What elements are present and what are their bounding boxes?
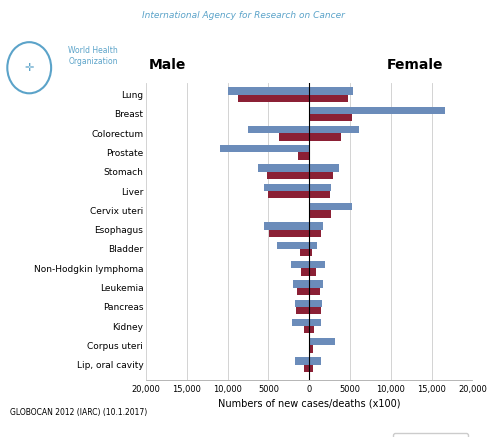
Bar <box>228 87 309 94</box>
Bar <box>291 261 309 268</box>
Bar <box>309 184 331 191</box>
Bar <box>309 268 316 276</box>
Bar <box>309 210 331 218</box>
Bar <box>309 307 321 314</box>
Bar <box>268 191 309 198</box>
Bar <box>267 172 309 179</box>
Bar <box>309 280 323 288</box>
Bar <box>264 222 309 230</box>
Bar <box>248 126 309 133</box>
Bar <box>309 299 322 307</box>
Text: ✛: ✛ <box>24 63 34 73</box>
Bar <box>309 164 338 172</box>
Bar <box>309 357 321 365</box>
Bar <box>309 249 312 257</box>
Bar <box>279 133 309 141</box>
Bar <box>258 164 309 172</box>
Bar <box>309 242 318 249</box>
Bar <box>309 94 348 102</box>
Bar <box>309 133 341 141</box>
Text: World Health
Organization: World Health Organization <box>68 46 118 66</box>
Bar <box>296 299 309 307</box>
Bar <box>296 307 309 314</box>
Bar <box>303 365 309 372</box>
Bar <box>220 145 309 153</box>
Bar <box>298 153 309 160</box>
Bar <box>309 338 336 346</box>
Bar <box>309 87 353 94</box>
Bar <box>309 261 325 268</box>
Bar <box>304 326 309 333</box>
Bar <box>264 184 309 191</box>
Bar <box>309 126 359 133</box>
Text: Female: Female <box>387 58 443 72</box>
Bar <box>238 94 309 102</box>
Text: GLOBOCAN 2012 (IARC) (10.1.2017): GLOBOCAN 2012 (IARC) (10.1.2017) <box>10 408 147 417</box>
Bar <box>309 288 320 295</box>
Bar <box>309 365 313 372</box>
Bar <box>295 357 309 365</box>
Bar <box>301 268 309 276</box>
Legend: New cases, Deaths: New cases, Deaths <box>393 433 468 437</box>
Bar <box>309 230 320 237</box>
Bar <box>292 319 309 326</box>
Bar <box>300 249 309 257</box>
Bar <box>309 203 353 210</box>
Text: Male: Male <box>149 58 186 72</box>
Bar <box>309 326 314 333</box>
Bar <box>309 191 331 198</box>
Bar <box>278 242 309 249</box>
Bar <box>269 230 309 237</box>
Bar <box>293 280 309 288</box>
Bar <box>309 172 333 179</box>
Bar <box>309 346 313 353</box>
Bar <box>297 288 309 295</box>
Bar <box>309 319 321 326</box>
Text: International Agency for Research on Cancer: International Agency for Research on Can… <box>142 11 345 20</box>
Bar <box>309 114 352 121</box>
Bar <box>309 107 446 114</box>
Bar <box>309 222 323 230</box>
X-axis label: Numbers of new cases/deaths (x100): Numbers of new cases/deaths (x100) <box>218 398 400 408</box>
